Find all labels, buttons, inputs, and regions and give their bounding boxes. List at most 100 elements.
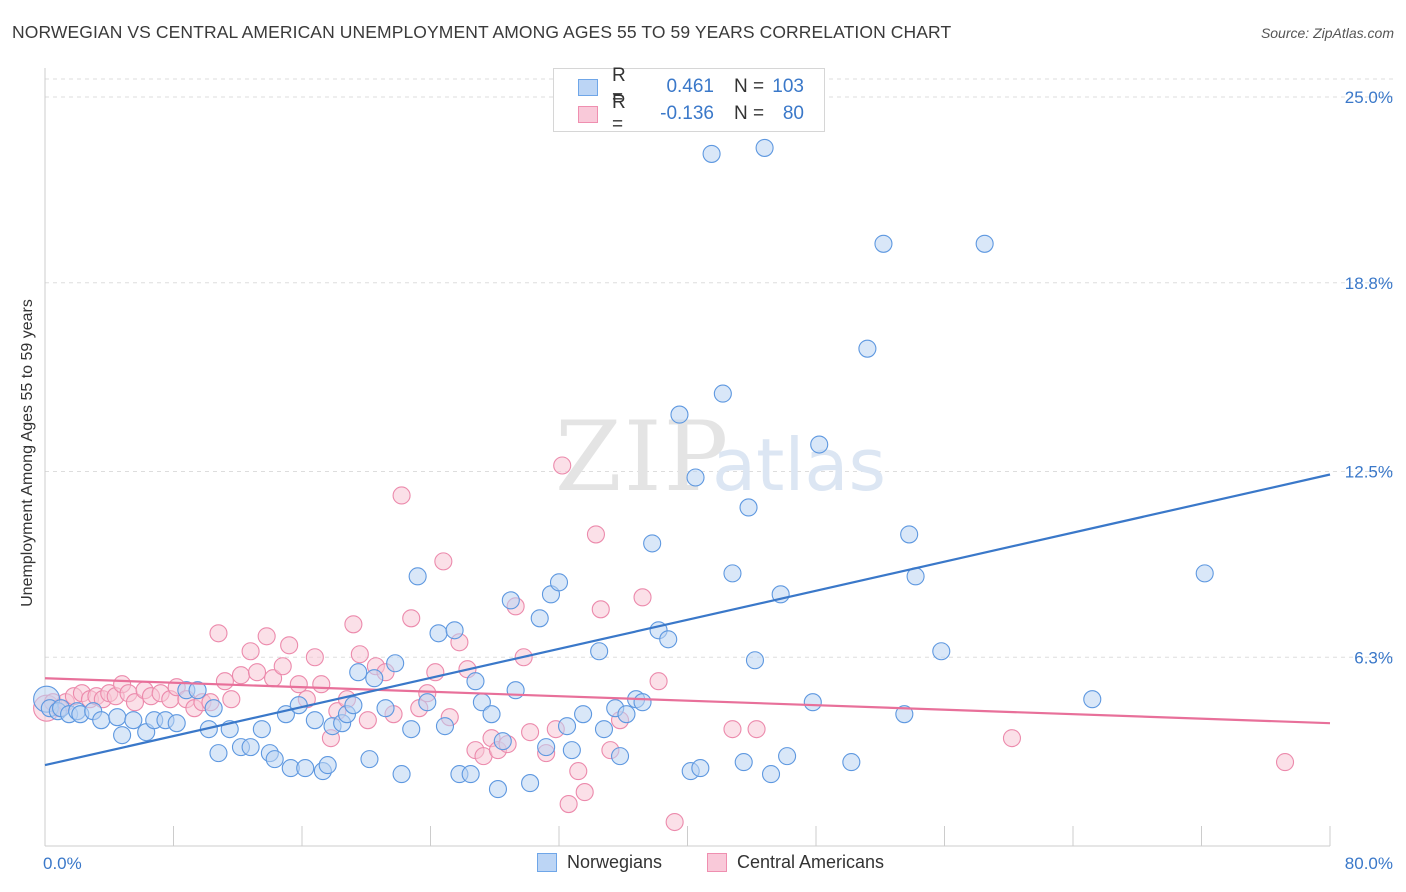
norwegians-point — [734, 753, 753, 772]
norwegians-point — [659, 630, 678, 649]
central-americans-point — [305, 648, 324, 667]
norwegians-point — [289, 696, 308, 715]
norwegians-point — [461, 765, 480, 784]
central-americans-point — [586, 525, 605, 544]
bottom-legend-central-americans: Central Americans — [707, 852, 884, 873]
watermark-atlas: atlas — [712, 423, 886, 507]
norwegians-point — [521, 774, 540, 793]
norwegians-point — [549, 573, 569, 592]
norwegians-point — [209, 744, 228, 763]
bottom-legend-swatch-blue — [537, 853, 557, 872]
central-americans-point — [1002, 729, 1022, 748]
bottom-legend-label: Norwegians — [567, 852, 663, 872]
tick-labels: 6.3% 12.5% 18.8% 25.0% 0.0% 80.0% — [43, 88, 1393, 873]
central-americans-point — [665, 812, 684, 832]
central-americans-point — [125, 693, 144, 712]
legend-row-central-americans: R = -0.136 N = 80 — [578, 92, 804, 135]
grid-lines — [45, 78, 1393, 658]
norwegians-point — [574, 705, 593, 724]
norwegians-points — [33, 138, 1214, 799]
norwegians-point — [402, 720, 421, 739]
central-americans-point — [247, 663, 267, 682]
y-tick-label: 18.8% — [1345, 274, 1393, 293]
watermark-zip: ZIP — [555, 401, 730, 513]
norwegians-point — [204, 699, 223, 718]
norwegians-point — [537, 738, 556, 757]
central-americans-point — [289, 675, 308, 694]
bottom-legend-norwegians: Norwegians — [537, 852, 662, 873]
norwegians-point — [167, 714, 186, 733]
central-americans-point — [569, 762, 588, 781]
bottom-legend-swatch-pink — [707, 853, 727, 872]
norwegians-point — [501, 591, 520, 610]
norwegians-point — [702, 144, 721, 163]
y-tick-label: 25.0% — [1345, 88, 1393, 107]
central-americans-point — [222, 690, 241, 709]
norwegians-point — [344, 696, 363, 715]
central-americans-point — [434, 552, 453, 571]
norwegians-point — [590, 642, 609, 661]
legend-n-label: N = — [734, 76, 765, 97]
legend-r-label: R = — [612, 65, 626, 108]
norwegians-point — [265, 750, 284, 769]
norwegians-point — [124, 711, 143, 730]
norwegians-point — [670, 405, 689, 424]
norwegians-point — [296, 759, 315, 778]
central-americans-trend-line — [44, 677, 1331, 725]
norwegians-point — [810, 435, 829, 454]
y-tick-label: 12.5% — [1345, 463, 1393, 482]
norwegians-point — [318, 756, 337, 775]
chart-title: NORWEGIAN VS CENTRAL AMERICAN UNEMPLOYME… — [12, 22, 952, 42]
norwegians-point — [408, 567, 427, 586]
central-americans-point — [591, 600, 610, 619]
legend-swatch-blue — [578, 78, 598, 96]
central-americans-point — [209, 624, 228, 643]
central-americans-point — [392, 486, 411, 505]
central-americans-point — [575, 783, 594, 802]
central-americans-point — [747, 720, 766, 739]
bottom-legend-label: Central Americans — [737, 852, 885, 872]
central-americans-point — [257, 627, 276, 646]
norwegians-point — [305, 711, 324, 730]
norwegians-point — [241, 738, 260, 757]
norwegians-point — [349, 663, 368, 682]
norwegians-point — [108, 708, 127, 727]
norwegians-point — [188, 681, 207, 700]
norwegians-point — [435, 717, 455, 736]
legend-n-value: 103 — [772, 76, 804, 97]
norwegians-point — [429, 624, 448, 643]
x-tick-label-start: 0.0% — [43, 854, 82, 873]
y-tick-label: 6.3% — [1354, 648, 1393, 667]
central-americans-point — [723, 720, 742, 739]
norwegians-point — [686, 468, 705, 487]
norwegians-point — [392, 765, 411, 784]
norwegians-point — [778, 747, 797, 766]
norwegians-point — [92, 711, 111, 730]
central-americans-point — [521, 723, 540, 742]
norwegians-point — [643, 534, 662, 553]
legend-r-label: R = — [612, 92, 626, 135]
legend-r-value: -0.136 — [660, 103, 714, 124]
central-americans-point — [215, 672, 234, 691]
central-americans-point — [344, 615, 363, 634]
norwegians-point — [900, 525, 919, 544]
norwegians-point — [858, 339, 877, 358]
legend-n-value: 80 — [782, 103, 804, 124]
norwegians-point — [530, 609, 549, 628]
norwegians-point — [723, 564, 742, 583]
norwegians-point — [874, 234, 893, 253]
norwegians-point — [252, 720, 271, 739]
norwegians-point — [755, 138, 774, 157]
legend-n-label: N = — [734, 103, 765, 124]
norwegians-point — [761, 765, 781, 784]
central-americans-point — [649, 672, 668, 691]
central-americans-point — [559, 795, 578, 814]
legend-r-value: 0.461 — [666, 76, 714, 97]
correlation-legend: R = 0.461 N = 103 R = -0.136 N = 80 — [553, 65, 825, 135]
x-tick-label-end: 80.0% — [1345, 854, 1393, 873]
central-americans-point — [280, 636, 299, 655]
norwegians-point — [842, 753, 861, 772]
norwegians-point — [1083, 690, 1102, 709]
norwegians-point — [594, 720, 614, 739]
